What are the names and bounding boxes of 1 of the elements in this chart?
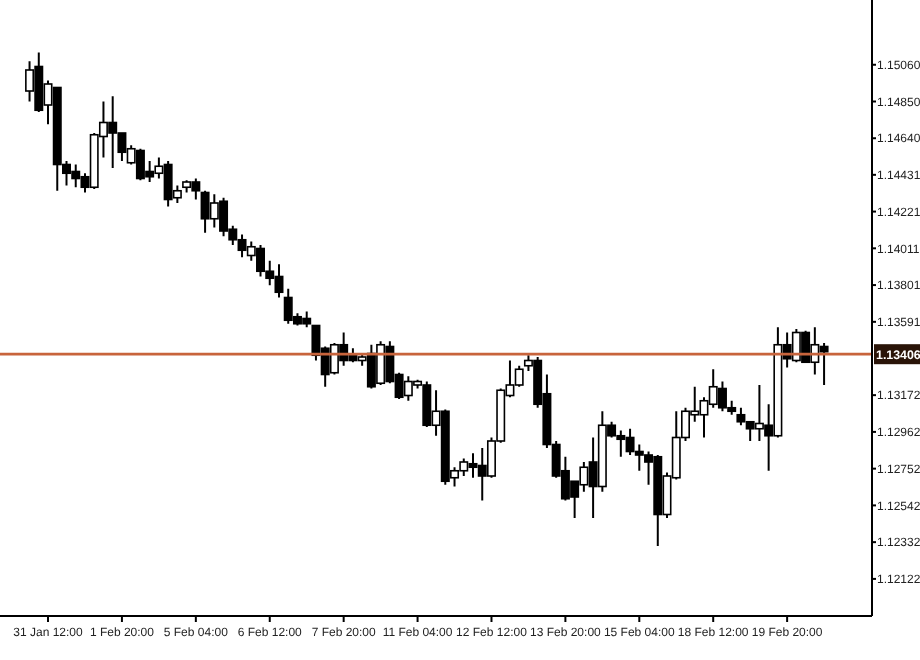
candlestick xyxy=(25,60,35,103)
